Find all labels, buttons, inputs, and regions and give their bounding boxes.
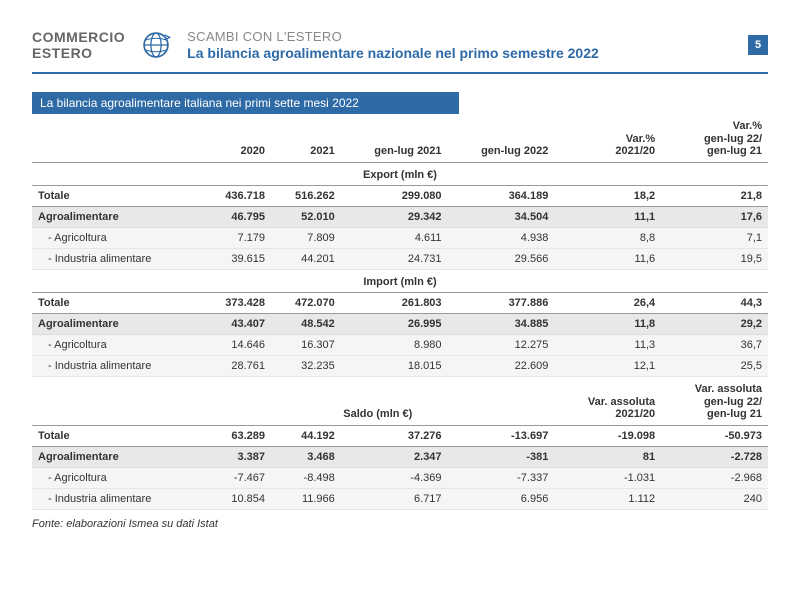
- divider: [32, 72, 768, 74]
- table-row: - Agricoltura14.64616.3078.98012.27511,3…: [32, 334, 768, 355]
- col-var-2021-20: Var.%2021/20: [554, 116, 661, 162]
- section-label: COMMERCIO ESTERO: [32, 29, 125, 61]
- table-row: Agroalimentare3.3873.4682.347-38181-2.72…: [32, 446, 768, 467]
- table-row: - Agricoltura-7.467-8.498-4.369-7.337-1.…: [32, 467, 768, 488]
- col-2020: 2020: [201, 116, 271, 162]
- page-number: 5: [748, 35, 768, 55]
- table-row: Totale373.428472.070261.803377.88626,444…: [32, 292, 768, 313]
- col-var-genlug: Var.%gen-lug 22/gen-lug 21: [661, 116, 768, 162]
- section-export: Export (mln €): [32, 162, 768, 185]
- table-row: - Industria alimentare28.76132.23518.015…: [32, 355, 768, 376]
- source-footnote: Fonte: elaborazioni Ismea su dati Istat: [32, 518, 768, 530]
- section-import: Import (mln €): [32, 269, 768, 292]
- section-saldo: Saldo (mln €): [201, 376, 554, 425]
- table-row: - Agricoltura7.1797.8094.6114.9388,87,1: [32, 227, 768, 248]
- col-var-assoluta-2021-20: Var. assoluta2021/20: [554, 376, 661, 425]
- table-row: - Industria alimentare10.85411.9666.7176…: [32, 488, 768, 509]
- col-2021: 2021: [271, 116, 341, 162]
- balance-table: 2020 2021 gen-lug 2021 gen-lug 2022 Var.…: [32, 116, 768, 510]
- table-row: Agroalimentare43.40748.54226.99534.88511…: [32, 313, 768, 334]
- table-header-row: 2020 2021 gen-lug 2021 gen-lug 2022 Var.…: [32, 116, 768, 162]
- page-title: La bilancia agroalimentare nazionale nel…: [187, 45, 734, 61]
- header-overline: SCAMBI CON L'ESTERO: [187, 29, 734, 44]
- globe-icon: [139, 28, 173, 62]
- table-row: Agroalimentare46.79552.01029.34234.50411…: [32, 206, 768, 227]
- col-var-assoluta-genlug: Var. assolutagen-lug 22/gen-lug 21: [661, 376, 768, 425]
- table-banner: La bilancia agroalimentare italiana nei …: [32, 92, 459, 114]
- col-genlug-2021: gen-lug 2021: [341, 116, 448, 162]
- table-row: Totale63.28944.19237.276-13.697-19.098-5…: [32, 425, 768, 446]
- table-row: Totale436.718516.262299.080364.18918,221…: [32, 185, 768, 206]
- table-row: - Industria alimentare39.61544.20124.731…: [32, 248, 768, 269]
- col-genlug-2022: gen-lug 2022: [448, 116, 555, 162]
